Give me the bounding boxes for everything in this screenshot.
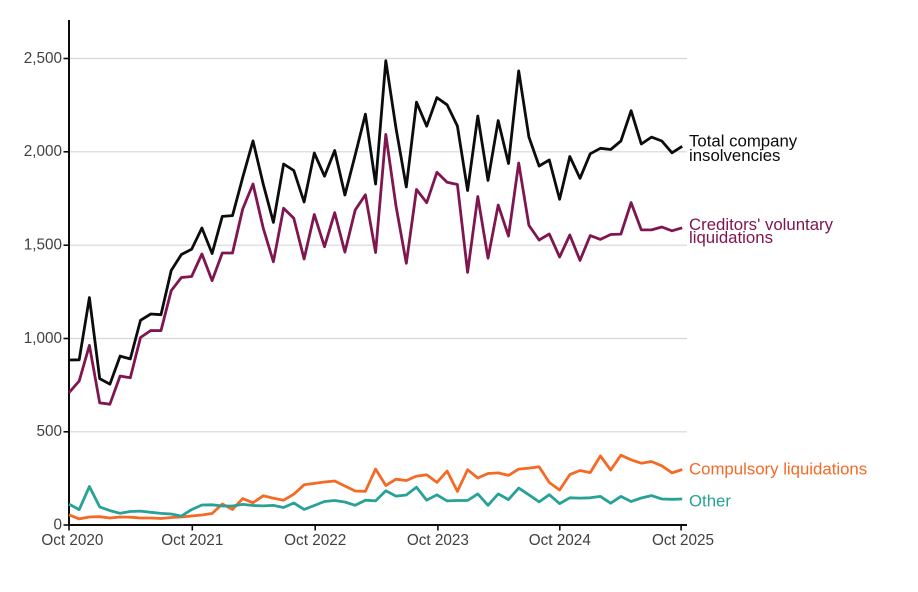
svg-text:Oct 2025: Oct 2025 xyxy=(652,532,714,549)
svg-text:Oct 2022: Oct 2022 xyxy=(284,532,346,549)
svg-text:liquidations: liquidations xyxy=(689,228,773,247)
svg-text:Compulsory liquidations: Compulsory liquidations xyxy=(689,459,867,478)
svg-text:Total company: Total company xyxy=(689,131,798,150)
svg-text:2,000: 2,000 xyxy=(24,143,62,160)
svg-text:2,500: 2,500 xyxy=(24,50,62,67)
svg-text:Other: Other xyxy=(689,492,731,511)
svg-text:Creditors' voluntary: Creditors' voluntary xyxy=(689,215,834,234)
svg-text:Oct 2024: Oct 2024 xyxy=(529,532,592,549)
svg-text:Oct 2023: Oct 2023 xyxy=(407,532,469,549)
svg-text:1,000: 1,000 xyxy=(24,330,62,347)
svg-text:500: 500 xyxy=(36,423,62,440)
svg-text:1,500: 1,500 xyxy=(24,237,62,254)
svg-text:insolvencies: insolvencies xyxy=(689,146,780,165)
svg-text:Oct 2021: Oct 2021 xyxy=(161,532,223,549)
svg-text:Oct 2020: Oct 2020 xyxy=(41,532,103,549)
svg-text:0: 0 xyxy=(53,516,62,533)
